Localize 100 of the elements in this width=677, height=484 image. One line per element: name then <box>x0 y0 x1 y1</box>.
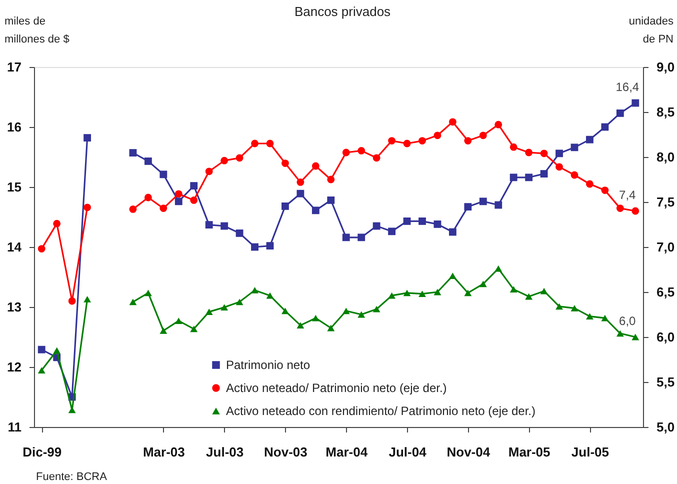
point <box>616 204 624 212</box>
point <box>525 174 533 182</box>
point <box>510 143 518 151</box>
y2-tick-label: 6,5 <box>656 284 675 300</box>
point <box>129 298 137 306</box>
point <box>586 180 594 188</box>
y2-axis-title: unidades de PN <box>628 16 674 46</box>
point <box>494 120 502 128</box>
point <box>266 242 274 250</box>
point <box>556 150 563 158</box>
point <box>570 144 578 152</box>
point <box>296 322 304 329</box>
point <box>296 178 304 186</box>
point <box>586 313 594 320</box>
x-tick-label: Nov-04 <box>446 444 491 460</box>
point <box>220 222 228 230</box>
point <box>174 190 182 198</box>
point <box>372 306 380 312</box>
x-tick-label: Mar-05 <box>508 444 550 460</box>
point <box>205 168 213 176</box>
point <box>448 272 456 280</box>
point <box>418 217 426 225</box>
point <box>53 347 61 354</box>
point <box>556 163 563 171</box>
point <box>342 308 350 314</box>
y2-tick-label: 5,5 <box>656 374 675 390</box>
point <box>464 137 472 144</box>
point <box>479 280 487 288</box>
point <box>327 196 335 204</box>
y2-tick-label: 5,0 <box>656 420 675 434</box>
x-tick-label: Jul-03 <box>206 444 244 460</box>
y2-tick-label: 7,0 <box>656 240 675 254</box>
point <box>418 290 426 298</box>
point <box>586 136 594 144</box>
point <box>494 201 502 209</box>
point <box>251 140 258 148</box>
point <box>540 288 548 294</box>
point <box>205 308 213 316</box>
point <box>144 194 152 202</box>
point <box>525 148 533 156</box>
point <box>479 198 487 206</box>
point <box>372 222 380 230</box>
legend-label: Activo neteado/ Patrimonio neto (eje der.) <box>226 381 447 395</box>
point <box>190 326 198 332</box>
point <box>296 190 304 198</box>
x-tick-label: Jul-04 <box>388 444 428 460</box>
point <box>342 234 350 242</box>
point <box>266 140 274 148</box>
point <box>144 157 152 165</box>
point <box>53 220 61 228</box>
point <box>616 109 624 117</box>
y-tick-label: 12 <box>7 360 22 374</box>
point <box>448 228 456 236</box>
point <box>388 137 396 144</box>
point <box>372 154 380 162</box>
point <box>220 304 228 311</box>
point <box>570 304 578 312</box>
point <box>327 324 335 332</box>
legend-label: Patrimonio neto <box>226 358 310 372</box>
point <box>190 182 198 190</box>
point <box>570 171 578 179</box>
point <box>601 314 609 322</box>
point <box>236 154 244 162</box>
point <box>510 174 518 182</box>
point <box>464 203 472 211</box>
y2-tick-label: 8,0 <box>656 150 675 164</box>
point <box>174 198 182 206</box>
point <box>68 297 76 305</box>
point <box>144 290 152 296</box>
point <box>388 228 396 236</box>
source-note: Fuente: BCRA <box>36 471 108 483</box>
point <box>358 147 366 154</box>
point <box>266 292 274 299</box>
point <box>434 132 442 140</box>
point <box>38 367 46 374</box>
point <box>160 170 168 178</box>
point <box>220 156 228 164</box>
chart-title: Bancos privados <box>294 4 392 19</box>
point <box>403 140 411 148</box>
point <box>312 314 320 322</box>
point <box>479 132 487 140</box>
point <box>448 118 456 126</box>
point <box>540 170 548 178</box>
point <box>38 245 46 252</box>
point <box>84 204 91 212</box>
y-tick-label: 15 <box>7 180 22 194</box>
point <box>174 318 182 324</box>
point <box>601 123 609 131</box>
y-tick-label: 17 <box>7 60 22 74</box>
y-tick-label: 14 <box>7 240 22 254</box>
point <box>494 265 502 272</box>
y2-tick-label: 8,5 <box>656 104 675 120</box>
point <box>282 202 289 210</box>
y2-tick-label: 9,0 <box>656 60 675 74</box>
point <box>388 292 396 299</box>
y-tick-label: 11 <box>8 420 22 434</box>
data-label: 7,4 <box>619 188 636 202</box>
point <box>84 134 91 142</box>
data-label: 6,0 <box>619 314 636 328</box>
y2-tick-label: 6,0 <box>656 330 675 344</box>
